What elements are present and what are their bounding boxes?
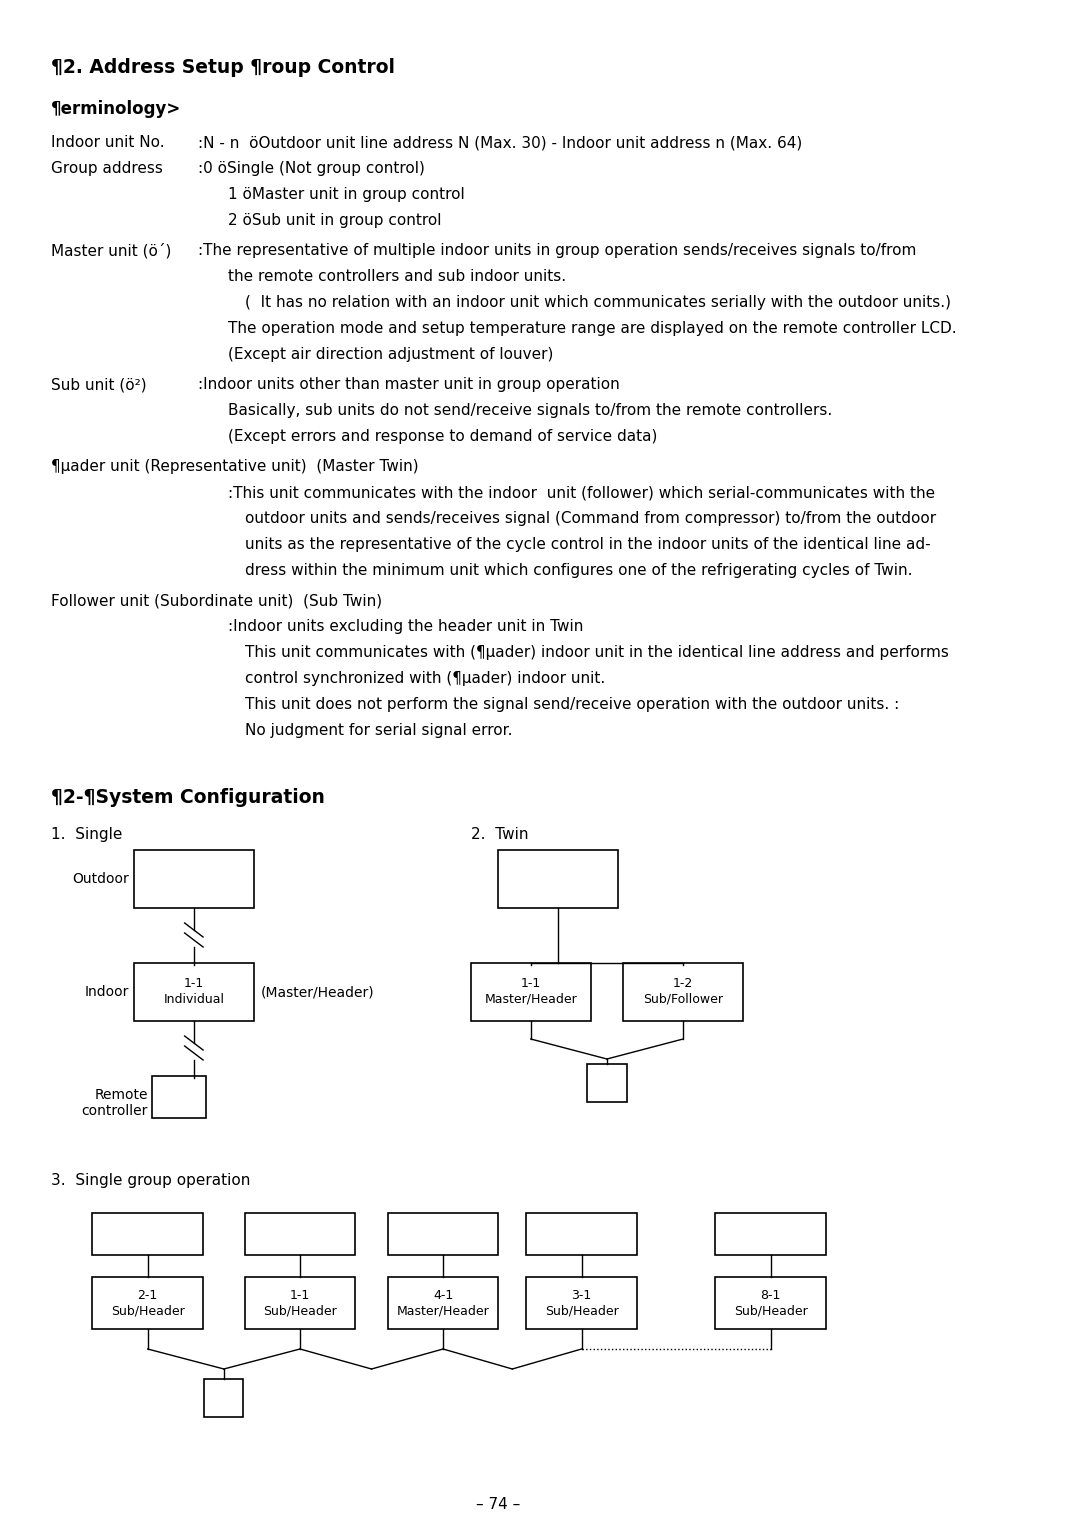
Bar (204, 1379, 243, 1417)
Text: :Indoor units other than master unit in group operation: :Indoor units other than master unit in … (199, 377, 620, 392)
Text: (  It has no relation with an indoor unit which communicates serially with the o: ( It has no relation with an indoor unit… (245, 295, 950, 310)
Text: Sub/Header: Sub/Header (264, 1306, 337, 1318)
Text: Sub/Header: Sub/Header (544, 1306, 619, 1318)
Text: :This unit communicates with the indoor  unit (follower) which serial-communicat: :This unit communicates with the indoor … (228, 486, 935, 499)
Text: No judgment for serial signal error.: No judgment for serial signal error. (245, 722, 512, 738)
Bar (499, 851, 619, 909)
Text: The operation mode and setup temperature range are displayed on the remote contr: The operation mode and setup temperature… (228, 321, 957, 336)
Text: control synchronized with (¶µader) indoor unit.: control synchronized with (¶µader) indoo… (245, 670, 605, 686)
Text: Individual: Individual (163, 993, 225, 1006)
Bar (388, 1212, 499, 1255)
Bar (245, 1212, 355, 1255)
Bar (623, 964, 743, 1022)
Text: the remote controllers and sub indoor units.: the remote controllers and sub indoor un… (228, 269, 566, 284)
Text: Remote: Remote (94, 1089, 148, 1102)
Text: controller: controller (81, 1104, 148, 1118)
Text: 1 öMaster unit in group control: 1 öMaster unit in group control (228, 186, 464, 202)
Bar (388, 1277, 499, 1328)
Text: Sub/Header: Sub/Header (734, 1306, 808, 1318)
Text: (Except air direction adjustment of louver): (Except air direction adjustment of louv… (228, 347, 553, 362)
Text: – 74 –: – 74 – (476, 1496, 521, 1512)
Text: ¶µader unit (Representative unit)  (Master Twin): ¶µader unit (Representative unit) (Maste… (51, 460, 418, 473)
Text: :0 öSingle (Not group control): :0 öSingle (Not group control) (199, 160, 426, 176)
Text: 4-1: 4-1 (433, 1289, 454, 1303)
Bar (586, 1064, 627, 1102)
Text: Outdoor: Outdoor (72, 872, 130, 886)
Text: Sub/Header: Sub/Header (111, 1306, 185, 1318)
Text: units as the representative of the cycle control in the indoor units of the iden: units as the representative of the cycle… (245, 538, 930, 551)
Text: 2 öSub unit in group control: 2 öSub unit in group control (228, 212, 442, 228)
Text: 1-1: 1-1 (289, 1289, 310, 1303)
Text: This unit communicates with (¶µader) indoor unit in the identical line address a: This unit communicates with (¶µader) ind… (245, 644, 948, 660)
Text: 2.  Twin: 2. Twin (471, 828, 528, 841)
Text: 3.  Single group operation: 3. Single group operation (51, 1173, 251, 1188)
Text: Master/Header: Master/Header (485, 993, 577, 1006)
Bar (92, 1212, 203, 1255)
Text: ¶2-¶System Configuration: ¶2-¶System Configuration (51, 788, 325, 806)
Text: outdoor units and sends/receives signal (Command from compressor) to/from the ou: outdoor units and sends/receives signal … (245, 512, 935, 525)
Text: Basically, sub units do not send/receive signals to/from the remote controllers.: Basically, sub units do not send/receive… (228, 403, 833, 418)
Text: Sub unit (ö²): Sub unit (ö²) (51, 377, 147, 392)
Text: :Indoor units excluding the header unit in Twin: :Indoor units excluding the header unit … (228, 618, 583, 634)
Text: Indoor unit No.: Indoor unit No. (51, 134, 164, 150)
Text: Master unit (ö´): Master unit (ö´) (51, 243, 171, 258)
Text: 2-1: 2-1 (137, 1289, 158, 1303)
Text: 1-1: 1-1 (184, 977, 204, 989)
Text: dress within the minimum unit which configures one of the refrigerating cycles o: dress within the minimum unit which conf… (245, 563, 913, 579)
Bar (715, 1277, 826, 1328)
Text: Sub/Follower: Sub/Follower (643, 993, 724, 1006)
Text: ¶2. Address Setup ¶roup Control: ¶2. Address Setup ¶roup Control (51, 58, 395, 76)
Bar (471, 964, 591, 1022)
Text: :N - n  öOutdoor unit line address N (Max. 30) - Indoor unit address n (Max. 64): :N - n öOutdoor unit line address N (Max… (199, 134, 802, 150)
Bar (134, 964, 254, 1022)
Bar (134, 851, 254, 909)
Text: (Except errors and response to demand of service data): (Except errors and response to demand of… (228, 429, 658, 444)
Text: :The representative of multiple indoor units in group operation sends/receives s: :The representative of multiple indoor u… (199, 243, 917, 258)
Text: 8-1: 8-1 (760, 1289, 781, 1303)
Text: (Master/Header): (Master/Header) (261, 985, 375, 999)
Text: Follower unit (Subordinate unit)  (Sub Twin): Follower unit (Subordinate unit) (Sub Tw… (51, 592, 382, 608)
Text: 1.  Single: 1. Single (51, 828, 122, 841)
Text: Indoor: Indoor (85, 985, 130, 999)
Bar (526, 1277, 637, 1328)
Bar (245, 1277, 355, 1328)
Text: This unit does not perform the signal send/receive operation with the outdoor un: This unit does not perform the signal se… (245, 696, 899, 712)
Text: 1-2: 1-2 (673, 977, 693, 989)
Text: ¶erminology>: ¶erminology> (51, 99, 181, 118)
Bar (526, 1212, 637, 1255)
Text: Master/Header: Master/Header (396, 1306, 489, 1318)
Text: 1-1: 1-1 (521, 977, 541, 989)
Text: 3-1: 3-1 (571, 1289, 592, 1303)
Bar (715, 1212, 826, 1255)
Text: Group address: Group address (51, 160, 163, 176)
Bar (152, 1077, 206, 1118)
Bar (92, 1277, 203, 1328)
